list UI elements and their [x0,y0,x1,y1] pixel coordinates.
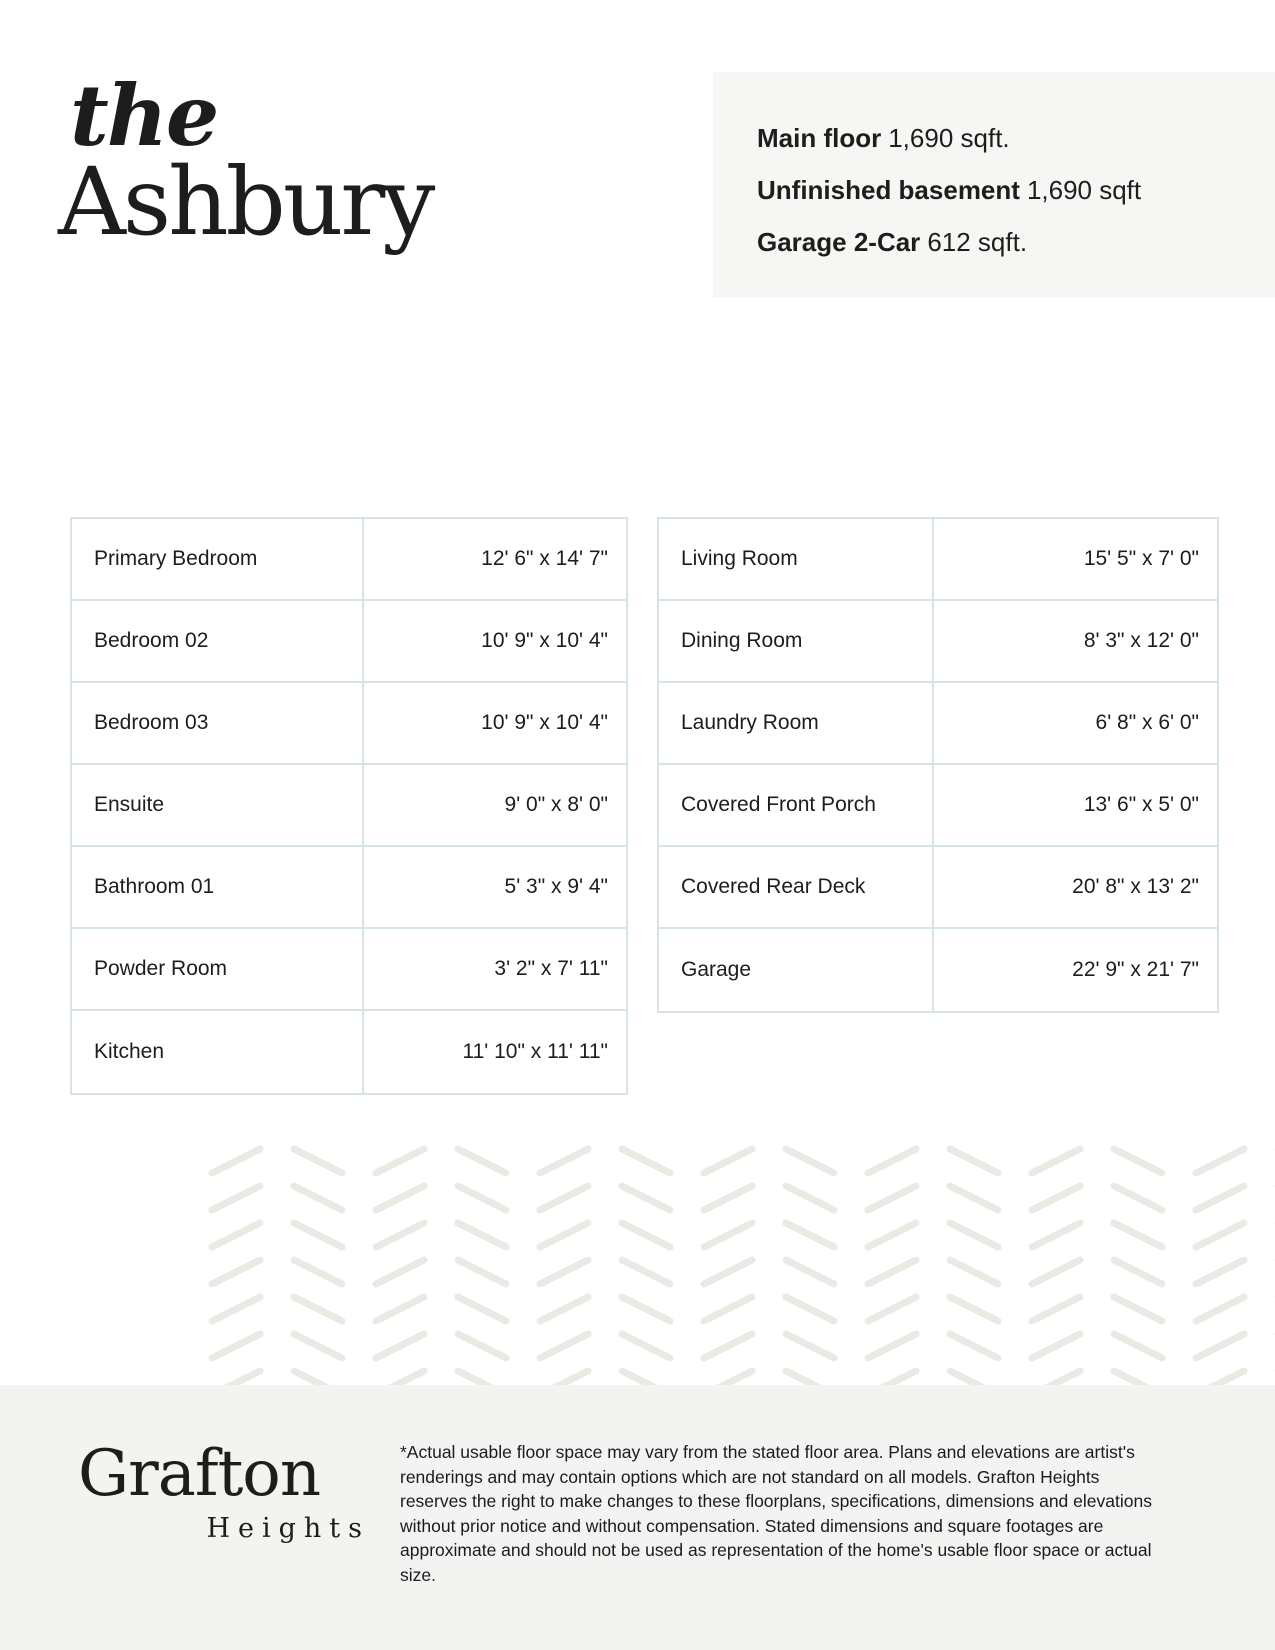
table-row: Bathroom 01 5' 3" x 9' 4" [72,847,626,929]
room-name: Garage [681,958,752,981]
room-size: 20' 8" x 13' 2" [932,847,1217,927]
room-size: 22' 9" x 21' 7" [932,929,1217,1011]
room-size: 9' 0" x 8' 0" [362,765,626,845]
room-size: 11' 10" x 11' 11" [362,1011,626,1093]
builder-logo-name: Grafton [78,1437,321,1511]
table-row: Primary Bedroom 12' 6" x 14' 7" [72,519,626,601]
disclaimer-text: *Actual usable floor space may vary from… [400,1442,1152,1585]
plan-logo-prefix: the [70,66,219,165]
area-summary-panel: Main floor 1,690 sqft. Unfinished basemen… [713,72,1275,298]
room-size: 3' 2" x 7' 11" [362,929,626,1009]
room-name: Bedroom 02 [94,629,209,652]
room-name: Bathroom 01 [94,875,215,898]
table-row: Powder Room 3' 2" x 7' 11" [72,929,626,1011]
room-name: Bedroom 03 [94,711,209,734]
room-size: 12' 6" x 14' 7" [362,519,626,599]
summary-label: Main floor [757,123,882,153]
summary-value: 612 sqft. [927,227,1028,257]
summary-label: Unfinished basement [757,175,1020,205]
summary-value: 1,690 sqft. [888,123,1010,153]
table-row: Living Room 15' 5" x 7' 0" [659,519,1217,601]
summary-main-floor: Main floor 1,690 sqft. [757,112,1275,164]
room-name: Living Room [681,547,798,570]
plan-logo-name: Ashbury [58,148,435,257]
room-name: Covered Front Porch [681,793,876,816]
room-name: Kitchen [94,1040,165,1063]
table-row: Kitchen 11' 10" x 11' 11" [72,1011,626,1093]
room-name: Laundry Room [681,711,819,734]
summary-garage: Garage 2-Car 612 sqft. [757,216,1275,268]
room-size: 10' 9" x 10' 4" [362,683,626,763]
herringbone-pattern [208,1143,1275,1385]
room-size: 13' 6" x 5' 0" [932,765,1217,845]
table-row: Covered Rear Deck 20' 8" x 13' 2" [659,847,1217,929]
room-size: 15' 5" x 7' 0" [932,519,1217,599]
table-row: Laundry Room 6' 8" x 6' 0" [659,683,1217,765]
table-row: Bedroom 02 10' 9" x 10' 4" [72,601,626,683]
room-name: Dining Room [681,629,803,652]
table-row: Covered Front Porch 13' 6" x 5' 0" [659,765,1217,847]
table-row: Ensuite 9' 0" x 8' 0" [72,765,626,847]
footer: Grafton Heights *Actual usable floor spa… [0,1385,1275,1650]
builder-logo-sub: Heights [206,1513,370,1544]
table-row: Dining Room 8' 3" x 12' 0" [659,601,1217,683]
builder-logo: Grafton Heights [78,1442,372,1542]
room-name: Covered Rear Deck [681,875,866,898]
room-table-right: Living Room 15' 5" x 7' 0" Dining Room 8… [657,517,1219,1013]
room-name: Primary Bedroom [94,547,258,570]
room-size: 6' 8" x 6' 0" [932,683,1217,763]
room-size: 5' 3" x 9' 4" [362,847,626,927]
plan-logo: the Ashbury [58,60,478,290]
table-row: Garage 22' 9" x 21' 7" [659,929,1217,1011]
table-row: Bedroom 03 10' 9" x 10' 4" [72,683,626,765]
summary-label: Garage 2-Car [757,227,921,257]
room-name: Ensuite [94,793,165,816]
summary-value: 1,690 sqft [1026,175,1142,205]
room-name: Powder Room [94,957,228,980]
room-size: 10' 9" x 10' 4" [362,601,626,681]
room-table-left: Primary Bedroom 12' 6" x 14' 7" Bedroom … [70,517,628,1095]
room-size: 8' 3" x 12' 0" [932,601,1217,681]
summary-basement: Unfinished basement 1,690 sqft [757,164,1275,216]
